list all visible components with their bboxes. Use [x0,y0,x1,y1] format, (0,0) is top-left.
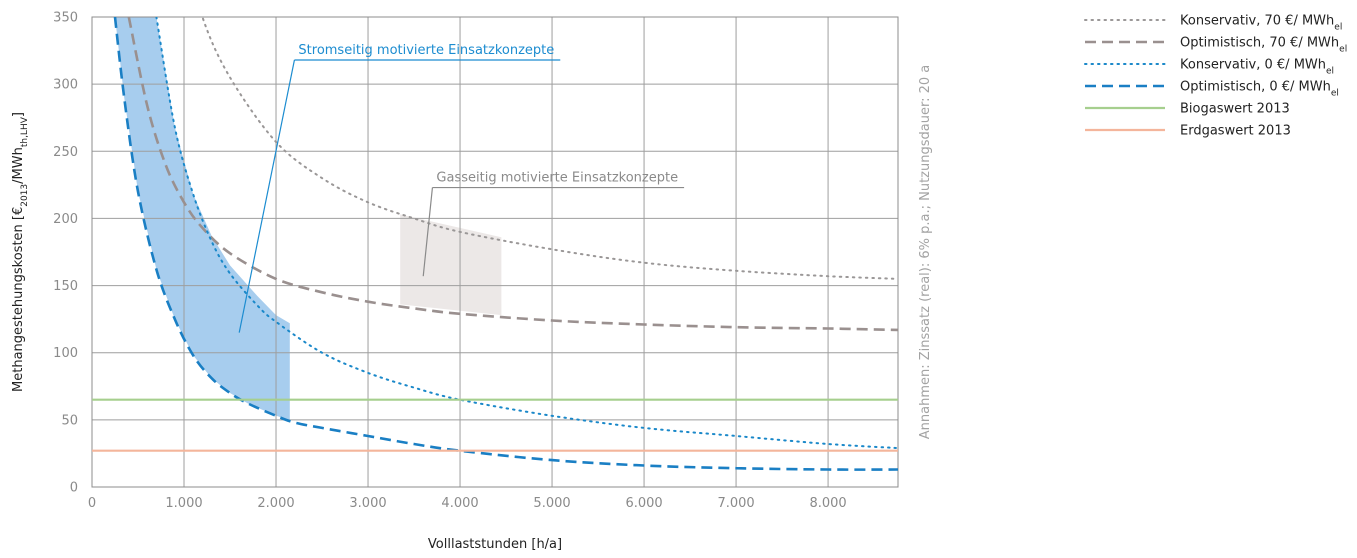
shaded-region-grey-band [400,214,502,316]
assumptions-note: Annahmen: Zinssatz (real): 6% p.a.; Nutz… [918,65,933,439]
legend-label-main: Konservativ, 70 €/ MWh [1180,14,1334,29]
x-tick-label: 6.000 [625,496,662,511]
legend-label-5: Erdgaswert 2013 [1180,124,1291,139]
x-axis-title: Volllaststunden [h/a] [428,537,562,552]
y-axis-title-subscript: 2013 [20,184,30,207]
y-tick-label: 300 [53,78,78,93]
legend-label-3: Optimistisch, 0 €/ MWhel [1180,80,1339,99]
annotation-leader-1 [422,187,434,277]
series-line-2 [155,17,898,450]
legend-label-0: Konservativ, 70 €/ MWhel [1180,14,1342,33]
legend-label-subscript: el [1334,23,1342,33]
legend-label-main: Konservativ, 0 €/ MWh [1180,58,1326,73]
y-tick-label: 150 [53,279,78,294]
y-tick-label: 350 [53,11,78,26]
series-line-0 [201,17,898,280]
legend-label-main: Biogaswert 2013 [1180,102,1290,117]
y-axis-title-part: /MWh [11,147,26,184]
y-axis-title: Methangestehungskosten [€2013/MWhth,LHV] [11,112,30,392]
legend-label-main: Optimistisch, 70 €/ MWh [1180,36,1339,51]
x-tick-label: 2.000 [257,496,294,511]
legend-label-4: Biogaswert 2013 [1180,102,1290,117]
x-tick-label: 7.000 [717,496,754,511]
legend-label-subscript: el [1326,67,1334,77]
x-tick-label: 4.000 [441,496,478,511]
legend-label-subscript: el [1331,89,1339,99]
series-line-3 [113,17,898,471]
annotation-leader-0 [238,59,296,333]
x-tick-label: 3.000 [349,496,386,511]
legend-label-2: Konservativ, 0 €/ MWhel [1180,58,1334,77]
series-line-1 [127,17,898,332]
x-tick-label: 0 [88,496,96,511]
legend-label-1: Optimistisch, 70 €/ MWhel [1180,36,1347,55]
legend-label-main: Optimistisch, 0 €/ MWh [1180,80,1331,95]
y-axis-title-part: Methangestehungskosten [€ [11,207,26,392]
x-tick-label: 1.000 [165,496,202,511]
y-tick-label: 100 [53,346,78,361]
x-tick-label: 8.000 [809,496,846,511]
plot-frame [91,16,899,488]
y-tick-label: 250 [53,145,78,160]
x-tick-label: 5.000 [533,496,570,511]
legend-label-subscript: el [1339,45,1347,55]
y-axis-title-part: ] [11,112,26,117]
y-tick-label: 200 [53,212,78,227]
annotation-label-0: Stromseitig motivierte Einsatzkonzepte [298,43,554,58]
y-tick-label: 50 [61,413,78,428]
y-axis-title-subscript: th,LHV [20,116,30,147]
y-tick-label: 0 [70,481,78,496]
annotation-label-1: Gasseitig motivierte Einsatzkonzepte [436,171,678,186]
legend-label-main: Erdgaswert 2013 [1180,124,1291,139]
